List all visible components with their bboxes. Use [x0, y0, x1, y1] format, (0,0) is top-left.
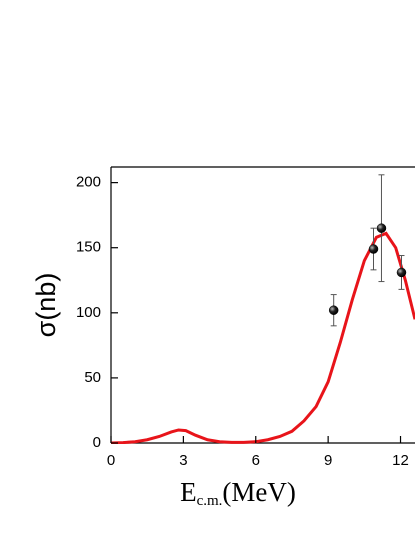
- y-tick-label: 150: [76, 239, 101, 256]
- data-point: [368, 244, 379, 254]
- y-axis-label: σ(nb): [31, 273, 61, 338]
- y-tick-label: 50: [84, 369, 101, 386]
- x-tick-label: 6: [252, 452, 260, 469]
- x-axis-label: Ec.m.(MeV): [180, 477, 296, 509]
- y-tick-label: 100: [76, 304, 101, 321]
- x-tick-label: 12: [392, 452, 409, 469]
- data-point: [328, 305, 339, 315]
- curve: [111, 231, 415, 444]
- axes-frame: [110, 166, 415, 444]
- plot-area: [111, 174, 415, 444]
- x-tick-label: 0: [107, 452, 115, 469]
- x-label-unit: (MeV): [222, 477, 295, 507]
- x-label-sub: c.m.: [197, 493, 223, 509]
- data-point: [376, 223, 387, 233]
- x-tick-label: 3: [179, 452, 187, 469]
- y-tick-label: 0: [93, 434, 101, 451]
- x-tick-label: 9: [324, 452, 332, 469]
- y-tick-label: 200: [76, 174, 101, 191]
- x-label-main: E: [180, 477, 197, 507]
- data-point: [396, 267, 407, 278]
